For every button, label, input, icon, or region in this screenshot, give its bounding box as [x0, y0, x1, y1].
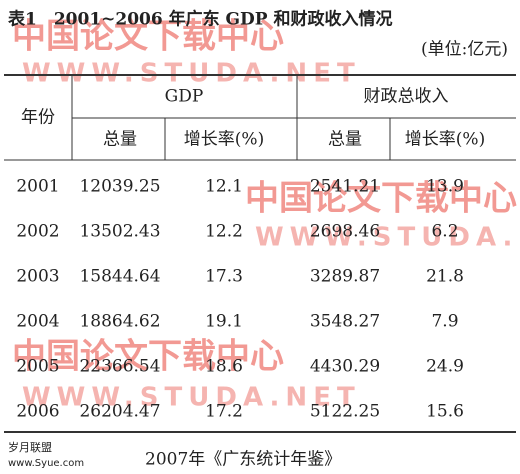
cell: 2001: [16, 177, 59, 197]
unit: (单位:亿元): [421, 40, 508, 60]
cell: 4430.29: [310, 357, 380, 377]
cell: 7.9: [431, 312, 458, 332]
cell: 24.9: [426, 357, 464, 377]
cell: 18864.62: [79, 312, 160, 332]
header-sub: 总量: [103, 130, 137, 150]
watermark-url: WWW.STUDA.NET: [22, 59, 361, 89]
cell: 13502.43: [79, 222, 160, 242]
cell: 26204.47: [79, 402, 160, 422]
cell: 2005: [16, 357, 59, 377]
watermarks: 中国论文下载中心WWW.STUDA.NET中国论文下载中心WWW.STUDA.N…: [12, 17, 520, 413]
cell: 18.6: [205, 357, 243, 377]
cell: 12.1: [205, 177, 243, 197]
watermark-url: WWW.STUDA.NET: [22, 383, 361, 413]
watermark-name: 中国论文下载中心: [245, 179, 517, 219]
header-year: 年份: [21, 108, 55, 128]
cell: 12.2: [205, 222, 243, 242]
watermark-url: WWW.STUDA.NET: [255, 223, 520, 253]
cell: 19.1: [205, 312, 243, 332]
cell: 15.6: [426, 402, 464, 422]
header-sub: 总量: [328, 130, 362, 150]
cell: 21.8: [426, 267, 464, 287]
cell: 3548.27: [310, 312, 380, 332]
cell: 2004: [16, 312, 59, 332]
cell: 15844.64: [79, 267, 160, 287]
cell: 22366.54: [79, 357, 160, 377]
header-sub: 增长率(%): [184, 130, 264, 150]
cell: 2002: [16, 222, 59, 242]
cell: 2003: [16, 267, 59, 287]
cell: 12039.25: [79, 177, 160, 197]
header-fiscal: 财政总收入: [364, 87, 449, 107]
header-gdp: GDP: [165, 87, 204, 107]
cell: 3289.87: [310, 267, 380, 287]
cell: 5122.25: [310, 402, 380, 422]
title: 表1 2001~2006 年广东 GDP 和财政收入情况: [8, 9, 393, 30]
cell: 17.3: [205, 267, 243, 287]
source: 2007年《广东统计年鉴》: [145, 450, 341, 470]
logo-url: www.Syue.com: [8, 458, 84, 469]
logo-name: 岁月联盟: [8, 440, 52, 454]
header-sub: 增长率(%): [405, 130, 485, 150]
watermark-name: 中国论文下载中心: [12, 337, 284, 377]
watermark-name: 中国论文下载中心: [12, 17, 284, 57]
cell: 2006: [16, 402, 59, 422]
cell: 2541.21: [310, 177, 380, 197]
cell: 6.2: [431, 222, 458, 242]
cell: 13.9: [426, 177, 464, 197]
cell: 17.2: [205, 402, 243, 422]
cell: 2698.46: [310, 222, 380, 242]
